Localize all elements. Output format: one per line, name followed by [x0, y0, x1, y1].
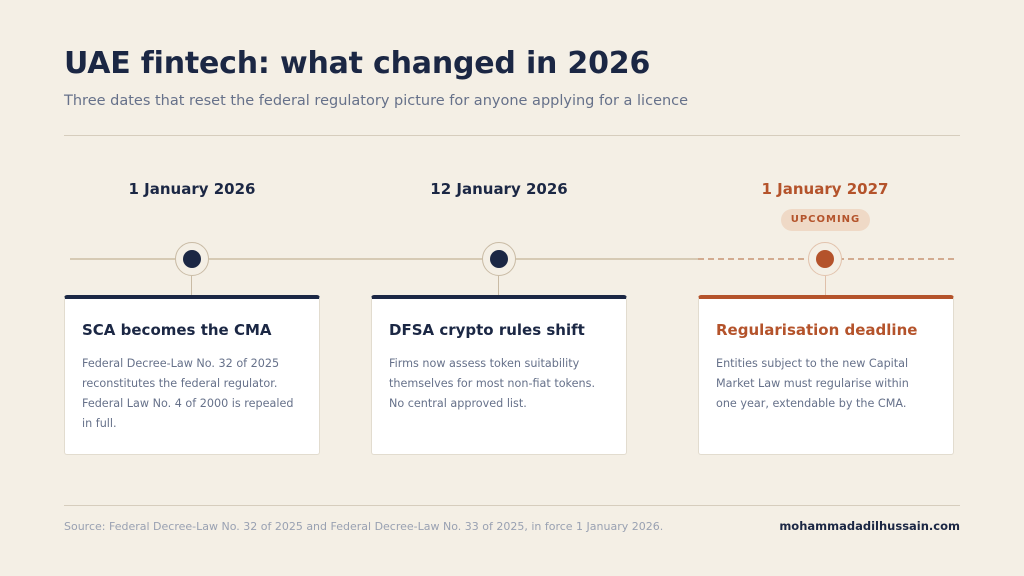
brand-url: mohammadadilhussain.com: [779, 519, 960, 533]
page-subtitle: Three dates that reset the federal regul…: [64, 93, 689, 109]
source-note: Source: Federal Decree-Law No. 32 of 202…: [64, 520, 664, 533]
milestone-card-2: DFSA crypto rules shift Firms now assess…: [371, 295, 627, 455]
milestone-date-2: 12 January 2026: [430, 180, 568, 198]
timeline-marker-3: [808, 242, 842, 276]
card-title: Regularisation deadline: [716, 321, 918, 339]
milestone-card-3: Regularisation deadline Entities subject…: [698, 295, 954, 455]
connector-stem-2: [498, 276, 499, 296]
timeline-line-past: [70, 258, 698, 260]
marker-dot: [490, 250, 508, 268]
marker-dot: [183, 250, 201, 268]
milestone-date-1: 1 January 2026: [128, 180, 256, 198]
milestone-date-3: 1 January 2027: [761, 180, 889, 198]
header-divider: [64, 135, 960, 136]
card-body: Entities subject to the new Capital Mark…: [716, 357, 909, 410]
card-body: Firms now assess token suitability thems…: [389, 357, 595, 410]
milestone-card-1: SCA becomes the CMA Federal Decree-Law N…: [64, 295, 320, 455]
timeline-marker-1: [175, 242, 209, 276]
footer-divider: [64, 505, 960, 506]
card-title: SCA becomes the CMA: [82, 321, 272, 339]
timeline-marker-2: [482, 242, 516, 276]
connector-stem-1: [191, 276, 192, 296]
card-title: DFSA crypto rules shift: [389, 321, 585, 339]
upcoming-badge: UPCOMING: [781, 209, 870, 231]
page-title: UAE fintech: what changed in 2026: [64, 46, 651, 81]
connector-stem-3: [825, 276, 826, 296]
marker-dot: [816, 250, 834, 268]
card-body: Federal Decree-Law No. 32 of 2025 recons…: [82, 357, 294, 430]
